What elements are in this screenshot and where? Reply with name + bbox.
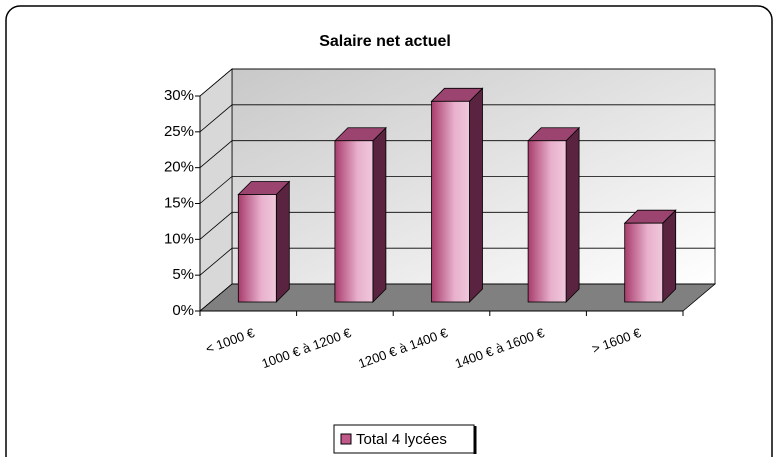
- y-tick-label: 25%: [164, 123, 194, 140]
- bar-side: [565, 126, 580, 303]
- legend-box: [333, 424, 475, 454]
- bar-side: [662, 209, 677, 303]
- bar: [527, 126, 581, 303]
- grid-line: [199, 68, 715, 97]
- bar: [333, 126, 387, 303]
- legend-swatch: [340, 433, 352, 445]
- y-tick-label: 5%: [172, 266, 194, 283]
- bar-side: [469, 87, 483, 303]
- bar-front: [334, 140, 374, 303]
- bar-front: [624, 222, 664, 303]
- bar: [623, 209, 677, 303]
- y-tick-label: 15%: [164, 194, 194, 211]
- legend: Total 4 lycées: [333, 424, 477, 454]
- y-tick-label: 10%: [164, 230, 194, 247]
- legend-label: Total 4 lycées: [356, 431, 447, 448]
- grid-line: [199, 104, 715, 133]
- y-tick-label: 20%: [164, 159, 194, 176]
- bar-side: [275, 180, 290, 303]
- chart-title: Salaire net actuel: [319, 33, 451, 50]
- bar: [430, 87, 484, 303]
- bar-front: [431, 100, 470, 303]
- bar-side: [372, 126, 387, 303]
- bar-front: [237, 194, 277, 303]
- y-tick-label: 0%: [172, 302, 194, 319]
- bar: [237, 180, 291, 303]
- y-tick-label: 30%: [164, 87, 194, 104]
- bar-front: [527, 140, 567, 303]
